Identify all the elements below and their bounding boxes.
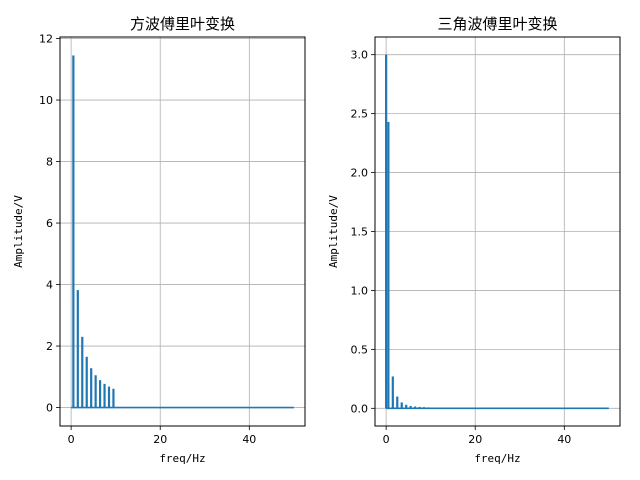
x-tick-label: 0	[383, 433, 390, 446]
y-tick-label: 0	[46, 402, 53, 415]
bar	[405, 404, 408, 409]
square-wave-subplot: 0 20 40 0 2 4 6 8 10 12 方波傅里叶变换 freq/Hz Amplitud…	[12, 15, 306, 465]
x-axis-ticks: 0 20 40	[383, 426, 571, 446]
bar	[391, 376, 394, 409]
bar	[72, 55, 75, 408]
bar	[107, 386, 111, 408]
bar	[387, 121, 390, 409]
y-tick-label: 2.5	[351, 108, 369, 121]
x-axis-label: freq/Hz	[159, 452, 205, 465]
x-tick-label: 40	[557, 433, 571, 446]
y-axis-ticks: 0.0 0.5 1.0 1.5 2.0 2.5 3.0	[351, 49, 375, 415]
bars	[72, 55, 115, 408]
bar	[413, 406, 417, 409]
y-tick-label: 2	[46, 340, 53, 353]
y-tick-label: 4	[46, 279, 53, 292]
bar	[98, 380, 102, 408]
bar	[90, 368, 93, 408]
bar	[385, 54, 388, 409]
y-tick-label: 6	[46, 217, 53, 230]
y-axis-ticks: 0 2 4 6 8 10 12	[39, 33, 60, 415]
bar	[76, 290, 79, 408]
bar	[94, 375, 97, 408]
bar	[400, 402, 403, 409]
y-tick-label: 1.0	[351, 284, 369, 297]
y-tick-label: 1.5	[351, 226, 369, 239]
plot-area	[60, 37, 305, 426]
x-tick-label: 0	[68, 433, 75, 446]
bar	[103, 383, 106, 408]
y-axis-label: Amplitude/V	[327, 195, 340, 268]
bar	[396, 396, 399, 409]
x-tick-label: 20	[468, 433, 482, 446]
chart-title: 三角波傅里叶变换	[437, 15, 557, 33]
x-tick-label: 40	[242, 433, 256, 446]
y-tick-label: 12	[39, 33, 53, 46]
y-tick-label: 10	[39, 94, 53, 107]
bar	[409, 405, 412, 409]
y-tick-label: 8	[46, 156, 53, 169]
y-tick-label: 0.5	[351, 343, 369, 356]
x-axis-ticks: 0 20 40	[68, 426, 256, 446]
grid-lines	[60, 37, 305, 426]
y-tick-label: 2.0	[351, 167, 369, 180]
x-axis-label: freq/Hz	[474, 452, 520, 465]
bar	[85, 356, 88, 408]
x-tick-label: 20	[153, 433, 167, 446]
bar	[81, 336, 84, 408]
bar	[112, 388, 115, 408]
y-tick-label: 0.0	[351, 402, 369, 415]
triangle-wave-subplot: 0 20 40 0.0 0.5 1.0 1.5 2.0 2.5 3.0 三角波傅里叶变换 fre…	[327, 15, 621, 465]
plot-frame	[59, 36, 306, 427]
y-tick-label: 3.0	[351, 49, 369, 62]
y-axis-label: Amplitude/V	[12, 195, 25, 268]
chart-title: 方波傅里叶变换	[130, 15, 235, 33]
